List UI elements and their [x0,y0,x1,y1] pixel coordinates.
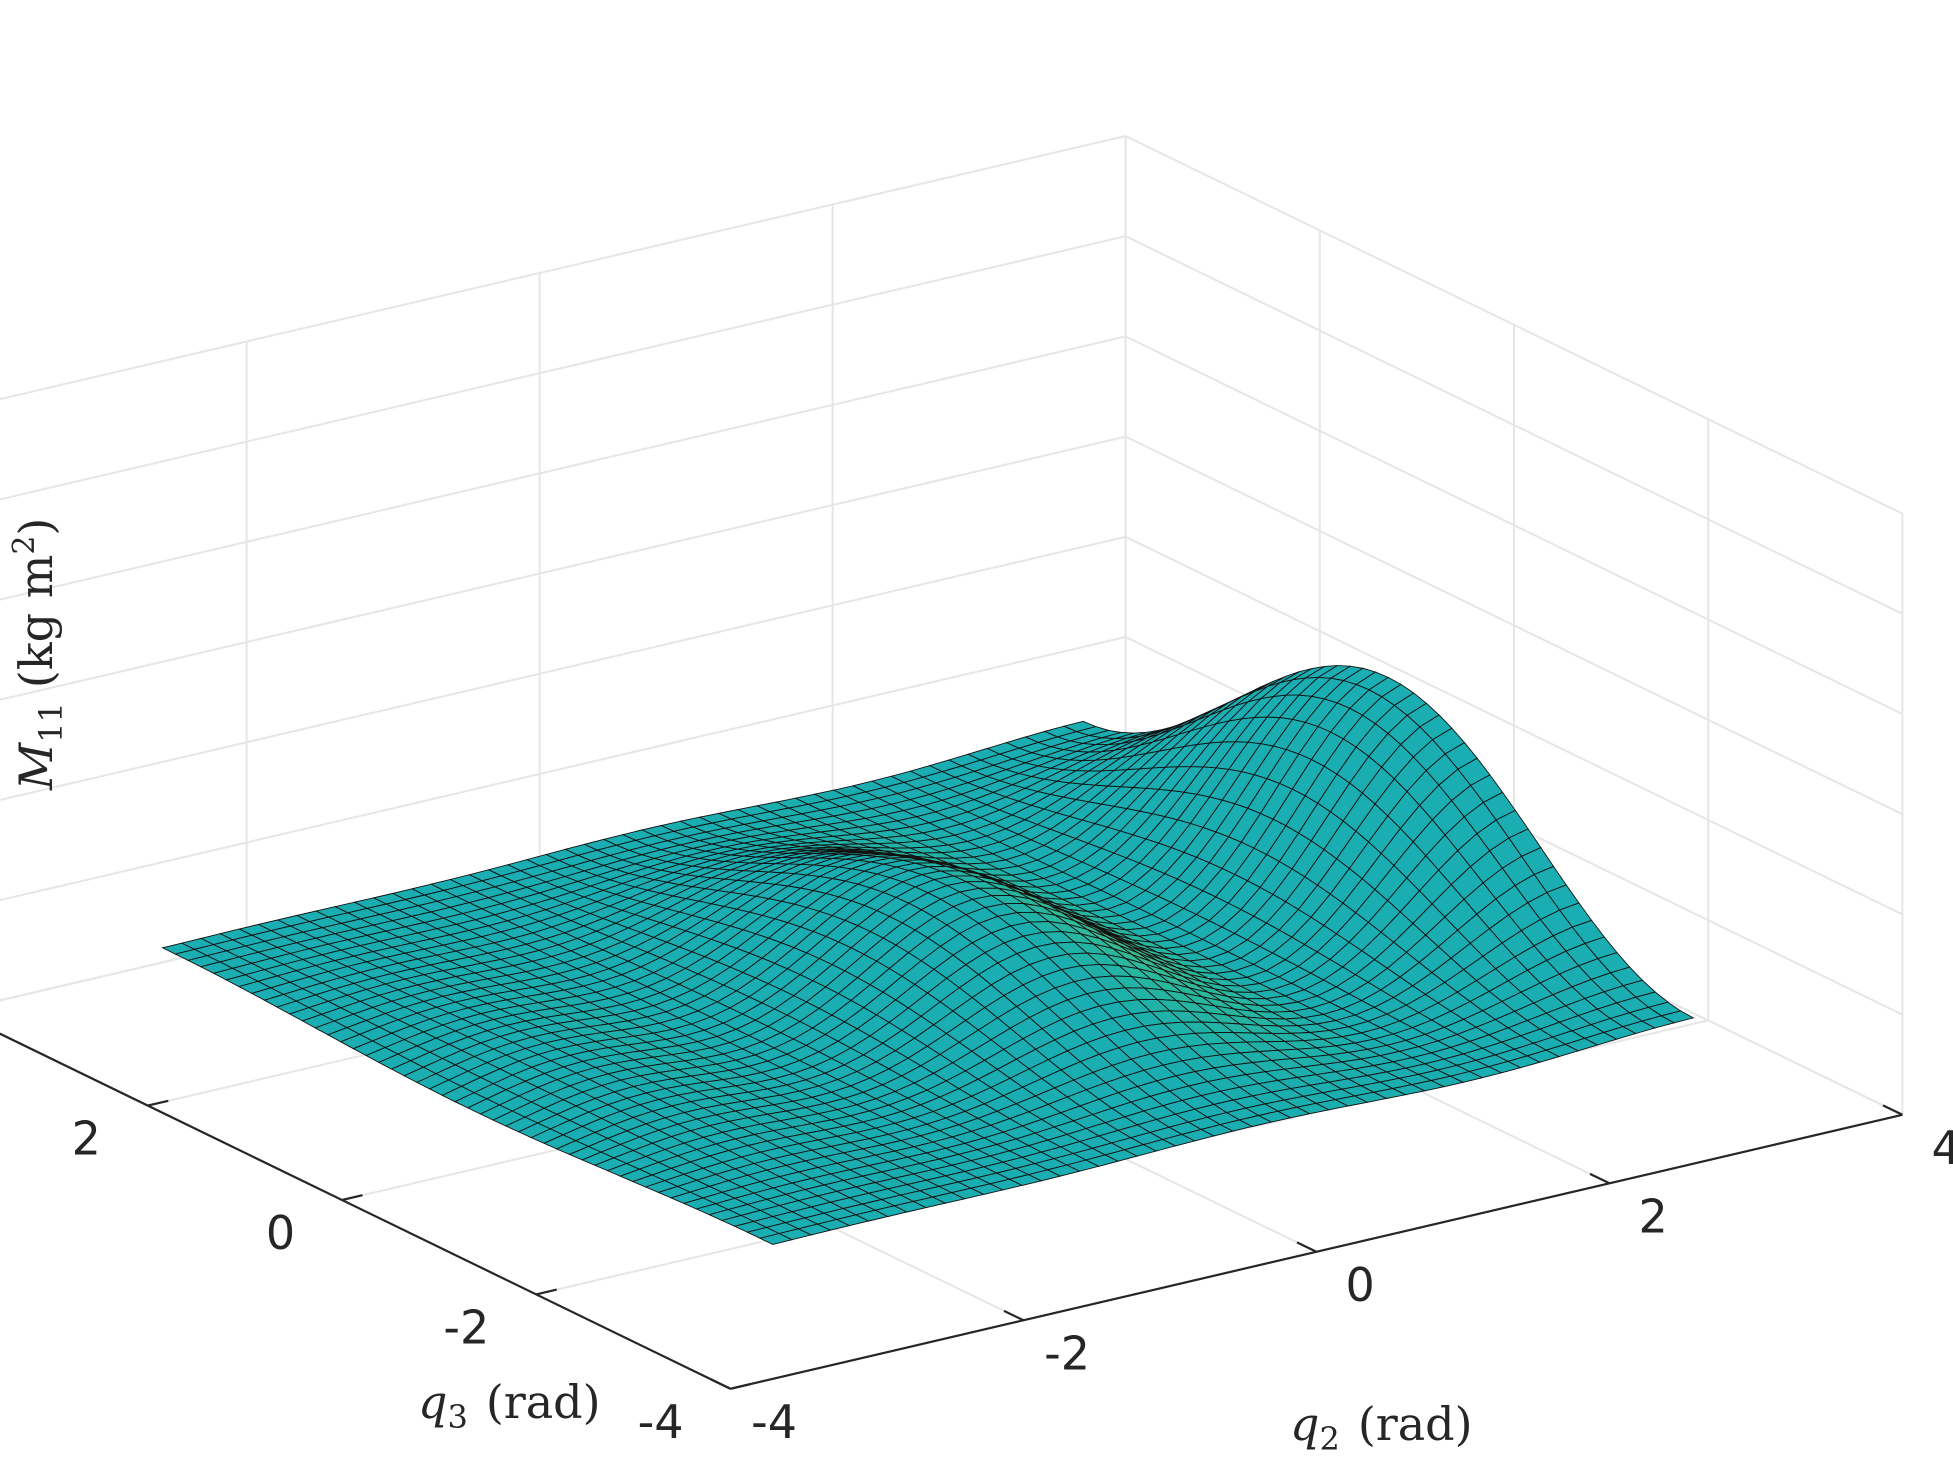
y-tick-label: 0 [266,1206,295,1260]
x-tick-mark [1589,1172,1610,1185]
y-tick-label: -4 [638,1395,684,1449]
x-axis-label: q2 (rad) [1290,1397,1473,1458]
grid-line [0,235,1126,501]
grid-line [0,135,1126,401]
x-tick-mark [1882,1104,1903,1116]
y-tick-mark [535,1288,557,1296]
grid-line [0,636,1126,902]
axes [0,1032,1903,1390]
y-tick-label: 2 [72,1112,101,1166]
y-tick-label: -2 [443,1300,489,1354]
grid-line [0,535,1126,801]
x-tick-label: -4 [751,1395,797,1449]
grid-line [1125,435,1903,816]
grid-line [1125,235,1903,615]
y-tick-mark [730,1382,752,1390]
surface [161,665,1695,1245]
x-tick-mark [710,1378,731,1390]
y-axis-label: q3 (rad) [418,1375,601,1436]
grid-line [0,335,1126,601]
grid-line [1125,535,1903,916]
grid-line [1125,135,1903,515]
x-tick-mark [1003,1309,1024,1322]
x-tick-label: 4 [1931,1121,1953,1175]
grid-line [0,435,1126,701]
y-tick-mark [147,1099,169,1107]
grid-line [1125,335,1903,715]
x-tick-mark [1296,1241,1317,1253]
x-tick-label: 0 [1345,1258,1374,1312]
x-tick-label: -2 [1044,1327,1090,1381]
z-axis-label: M11(kg m2) [7,518,70,791]
y-tick-mark [341,1194,363,1202]
surface-patch [1660,1010,1695,1024]
x-tick-label: 2 [1638,1190,1667,1244]
